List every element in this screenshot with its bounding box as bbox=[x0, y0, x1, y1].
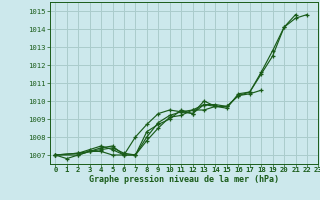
X-axis label: Graphe pression niveau de la mer (hPa): Graphe pression niveau de la mer (hPa) bbox=[89, 175, 279, 184]
